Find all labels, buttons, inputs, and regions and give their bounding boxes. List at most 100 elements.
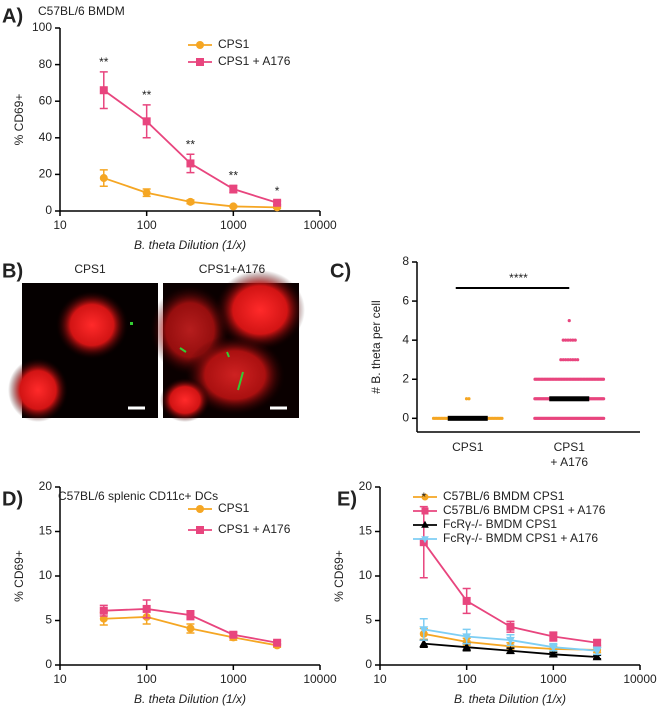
legend-label: CPS1 + A176	[218, 54, 291, 68]
y-tick-label: 5	[45, 613, 52, 627]
x-axis-label: B. theta Dilution (1/x)	[454, 692, 566, 706]
x-tick-label: 10	[373, 672, 387, 686]
y-tick-label: 10	[39, 568, 53, 582]
y-tick-label: 0	[45, 203, 52, 217]
legend-label: C57BL/6 BMDM CPS1 + A176	[443, 503, 606, 517]
cell	[8, 358, 68, 422]
dot	[467, 397, 471, 401]
marker	[419, 626, 429, 635]
marker	[186, 197, 195, 206]
y-tick-label: 10	[359, 568, 373, 582]
bacterium	[237, 371, 244, 391]
legend-marker	[196, 505, 204, 513]
dot	[568, 338, 573, 342]
panel-label: C)	[330, 260, 351, 282]
marker	[419, 538, 428, 547]
legend-marker	[421, 493, 429, 501]
x-tick-label: 10	[53, 672, 67, 686]
median-bar	[447, 415, 488, 421]
x-axis-label: B. theta Dilution (1/x)	[134, 692, 246, 706]
dot	[568, 358, 573, 362]
marker	[186, 159, 195, 168]
y-tick-label: 20	[39, 167, 53, 181]
legend-label: C57BL/6 BMDM CPS1	[443, 489, 565, 503]
dot	[561, 338, 565, 342]
panel-label: A)	[2, 5, 23, 27]
marker	[592, 652, 602, 661]
x-tick-label: 1000	[220, 672, 247, 686]
marker	[99, 86, 108, 95]
legend-label: FcRγ-/- BMDM CPS1	[443, 517, 557, 531]
marker	[462, 633, 472, 642]
legend-label: CPS1	[218, 501, 250, 515]
y-tick-label: 20	[39, 479, 53, 493]
marker	[506, 622, 515, 631]
x-tick-label: 1000	[540, 672, 567, 686]
x-tick-label: 100	[457, 672, 477, 686]
marker	[142, 604, 151, 613]
dot	[573, 358, 577, 362]
panel-label: D)	[2, 488, 23, 510]
y-tick-label: 15	[39, 524, 53, 538]
dot	[573, 338, 577, 342]
marker	[229, 185, 238, 194]
marker	[419, 638, 429, 647]
legend-marker	[196, 41, 204, 49]
dot	[561, 358, 565, 362]
cell	[215, 270, 305, 350]
legend-label: FcRγ-/- BMDM CPS1 + A176	[443, 531, 598, 545]
micrograph	[8, 283, 158, 422]
legend-label: CPS1 + A176	[218, 522, 291, 536]
marker	[549, 632, 558, 641]
marker	[99, 174, 108, 183]
annotation: ****	[509, 271, 528, 285]
y-tick-label: 60	[39, 93, 53, 107]
legend-marker	[196, 58, 204, 66]
marker	[506, 645, 515, 654]
x-tick-label: CPS1	[452, 440, 484, 454]
dot	[566, 338, 570, 342]
x-tick-label: + A176	[550, 455, 588, 469]
cell	[56, 291, 128, 359]
marker	[186, 624, 195, 633]
legend-marker	[421, 536, 429, 544]
y-axis-label: % CD69+	[12, 550, 26, 602]
y-tick-label: 5	[365, 613, 372, 627]
y-tick-label: 100	[32, 20, 52, 34]
annotation: **	[142, 88, 152, 102]
marker	[229, 630, 238, 639]
bacterium	[130, 322, 133, 325]
cell	[160, 378, 210, 422]
y-tick-label: 8	[402, 254, 409, 268]
dot	[602, 416, 606, 420]
bacterium	[226, 351, 230, 358]
median-bar	[549, 396, 590, 402]
y-tick-label: 4	[402, 332, 409, 346]
marker	[592, 647, 602, 656]
dot	[464, 397, 469, 401]
y-tick-label: 15	[359, 524, 373, 538]
dot	[571, 338, 575, 342]
dot	[576, 358, 580, 362]
x-tick-label: 100	[137, 672, 157, 686]
y-tick-label: 6	[402, 293, 409, 307]
dot	[571, 358, 575, 362]
marker	[142, 117, 151, 126]
dot	[564, 358, 568, 362]
x-tick-label: 100	[137, 218, 157, 232]
annotation: **	[229, 169, 239, 183]
x-tick-label: 10000	[303, 672, 337, 686]
y-tick-label: 0	[365, 657, 372, 671]
marker	[506, 636, 515, 645]
dot	[602, 397, 606, 401]
annotation: **	[186, 137, 196, 151]
dot	[566, 358, 570, 362]
marker	[273, 198, 282, 207]
cell	[185, 335, 285, 415]
y-tick-label: 20	[359, 479, 373, 493]
annotation: *	[421, 490, 426, 504]
marker	[229, 202, 238, 211]
marker	[99, 606, 108, 615]
